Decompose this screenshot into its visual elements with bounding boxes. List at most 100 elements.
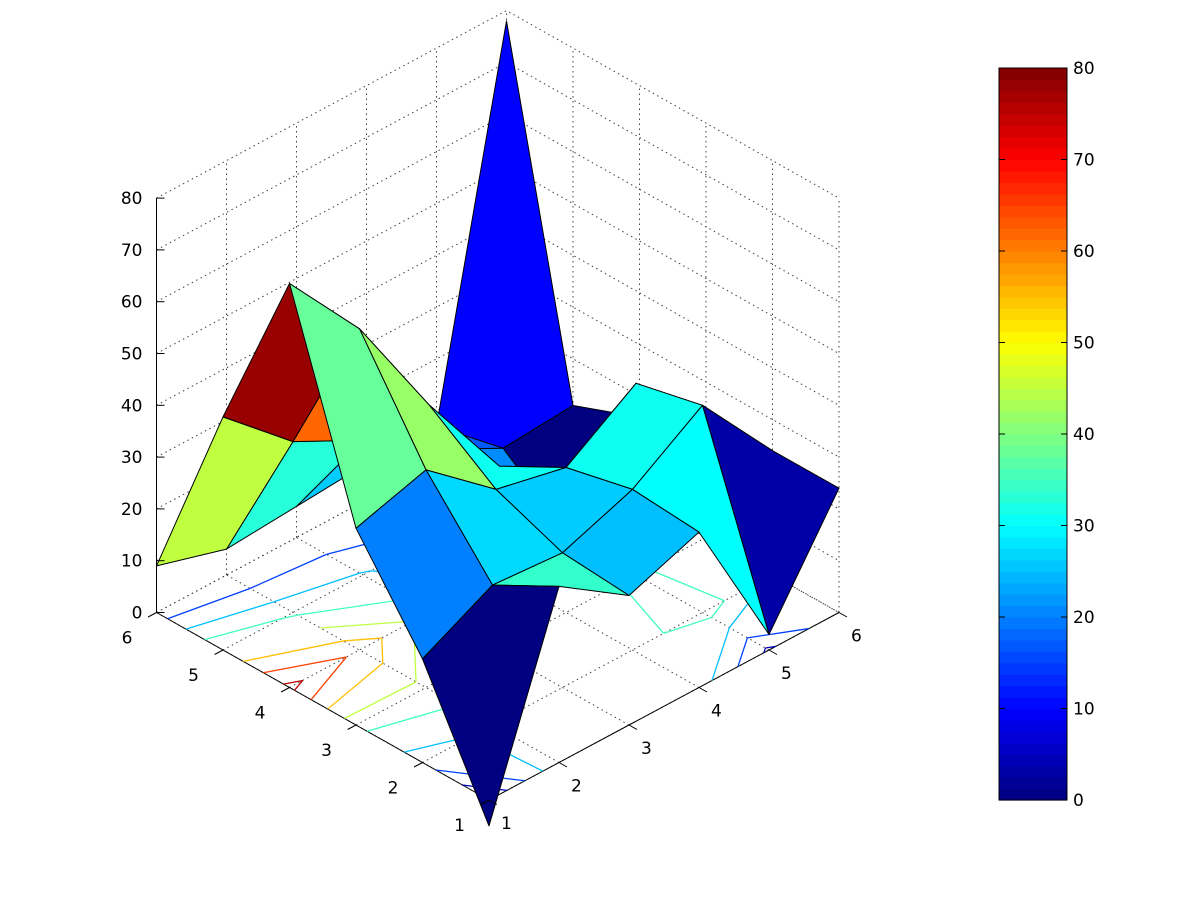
z-tick-label: 80: [121, 189, 143, 209]
colorbar-tick-label: 60: [1073, 242, 1095, 262]
x-axis-ticks: 1 2 3 4 5 6: [488, 612, 862, 834]
y-tick-label: 6: [122, 629, 133, 649]
y-tick-label: 3: [321, 741, 332, 761]
z-tick-label: 50: [121, 345, 143, 365]
colorbar-segment: [999, 411, 1067, 424]
colorbar-segment: [999, 319, 1067, 332]
colorbar-segment: [999, 273, 1067, 286]
y-tick-mark: [147, 612, 157, 618]
contour-segment: [263, 656, 347, 674]
x-tick-label: 4: [711, 702, 722, 722]
contour-segment: [293, 680, 304, 691]
colorbar-tick-label: 20: [1073, 608, 1095, 628]
colorbar-segment: [999, 525, 1067, 538]
contour-segment: [167, 587, 251, 620]
colorbar-segment: [999, 765, 1067, 778]
colorbar-segment: [999, 685, 1067, 698]
colorbar-segment: [999, 742, 1067, 755]
z-tick-label: 30: [121, 448, 143, 468]
y-tick-label: 1: [454, 816, 465, 836]
colorbar-segment: [999, 388, 1067, 401]
z-tick-label: 10: [121, 552, 143, 572]
colorbar-segment: [999, 731, 1067, 744]
contour-segment: [747, 627, 810, 639]
contour-segment: [711, 627, 731, 681]
x-tick-mark: [488, 799, 498, 805]
y-axis-ticks: 1 2 3 4 5 6: [122, 612, 490, 836]
colorbar-segment: [999, 479, 1067, 492]
colorbar-segment: [999, 434, 1067, 447]
contour-segment: [737, 637, 749, 667]
colorbar-segment: [999, 353, 1067, 366]
colorbar-segment: [999, 777, 1067, 790]
colorbar-segment: [999, 651, 1067, 664]
x-tick-mark: [558, 762, 568, 768]
contour-segment: [327, 662, 384, 710]
colorbar-segment: [999, 559, 1067, 572]
contour-segment: [204, 618, 282, 641]
colorbar-segment: [999, 502, 1067, 515]
contour-segment: [297, 598, 406, 616]
colorbar-ticks: 0 10 20 30 40 50 60 70 80: [999, 59, 1095, 811]
contour-segment: [283, 679, 303, 685]
y-tick-mark: [480, 799, 490, 805]
colorbar-segment: [999, 628, 1067, 641]
colorbar-tick-label: 40: [1073, 425, 1095, 445]
colorbar-segment: [999, 113, 1067, 126]
contour-segment: [359, 570, 371, 574]
colorbar-segment: [999, 582, 1067, 595]
surface: [156, 20, 840, 827]
colorbar-segment: [999, 365, 1067, 378]
colorbar-segment: [999, 331, 1067, 344]
colorbar-segment: [999, 468, 1067, 481]
colorbar-segment: [999, 697, 1067, 710]
colorbar-segment: [999, 491, 1067, 504]
colorbar-segment: [999, 617, 1067, 630]
z-tick-label: 70: [121, 241, 143, 261]
colorbar-segment: [999, 639, 1067, 652]
x-tick-label: 6: [851, 627, 862, 647]
colorbar-segment: [999, 102, 1067, 115]
x-tick-mark: [628, 724, 638, 730]
colorbar-segment: [999, 754, 1067, 767]
y-tick-label: 2: [388, 779, 399, 799]
axis-line: [156, 612, 490, 801]
colorbar-segment: [999, 205, 1067, 218]
colorbar-segment: [999, 216, 1067, 229]
contour-segment: [765, 645, 776, 649]
colorbar-segment: [999, 68, 1067, 81]
colorbar-segment: [999, 239, 1067, 252]
z-tick-label: 60: [121, 293, 143, 313]
colorbar-tick-label: 70: [1073, 151, 1095, 171]
z-tick-label: 20: [121, 500, 143, 520]
colorbar-segment: [999, 148, 1067, 161]
contour-segment: [647, 568, 725, 602]
grid-line: [226, 574, 560, 763]
y-tick-mark: [413, 762, 423, 768]
contour-segment: [310, 656, 347, 701]
colorbar-segment: [999, 548, 1067, 561]
contour-segment: [273, 572, 360, 603]
z-axis-ticks: 0 10 20 30 40 50 60 70 80: [121, 189, 165, 624]
colorbar: 0 10 20 30 40 50 60 70 80: [998, 59, 1095, 811]
colorbar-segment: [999, 79, 1067, 92]
y-tick-label: 4: [255, 704, 266, 724]
colorbar-segment: [999, 571, 1067, 584]
colorbar-segment: [999, 285, 1067, 298]
colorbar-segment: [999, 262, 1067, 275]
colorbar-segment: [999, 342, 1067, 355]
colorbar-segment: [999, 308, 1067, 321]
colorbar-segment: [999, 605, 1067, 618]
x-tick-mark: [838, 612, 848, 618]
y-tick-label: 5: [188, 666, 199, 686]
x-tick-mark: [768, 649, 778, 655]
x-tick-mark: [698, 687, 708, 693]
colorbar-segment: [999, 296, 1067, 309]
z-tick-label: 0: [132, 604, 143, 624]
y-tick-mark: [280, 687, 290, 693]
colorbar-segment: [999, 536, 1067, 549]
colorbar-segment: [999, 136, 1067, 149]
colorbar-segment: [999, 193, 1067, 206]
colorbar-tick-label: 30: [1073, 517, 1095, 537]
